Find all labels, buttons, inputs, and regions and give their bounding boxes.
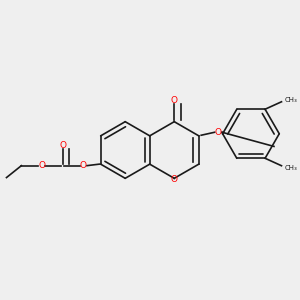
Text: O: O bbox=[171, 175, 178, 184]
Text: O: O bbox=[171, 96, 178, 105]
Text: CH₃: CH₃ bbox=[284, 165, 297, 171]
Text: O: O bbox=[59, 141, 66, 150]
Text: CH₃: CH₃ bbox=[285, 97, 298, 103]
Text: O: O bbox=[38, 161, 45, 170]
Text: O: O bbox=[80, 161, 87, 170]
Text: O: O bbox=[214, 128, 222, 137]
